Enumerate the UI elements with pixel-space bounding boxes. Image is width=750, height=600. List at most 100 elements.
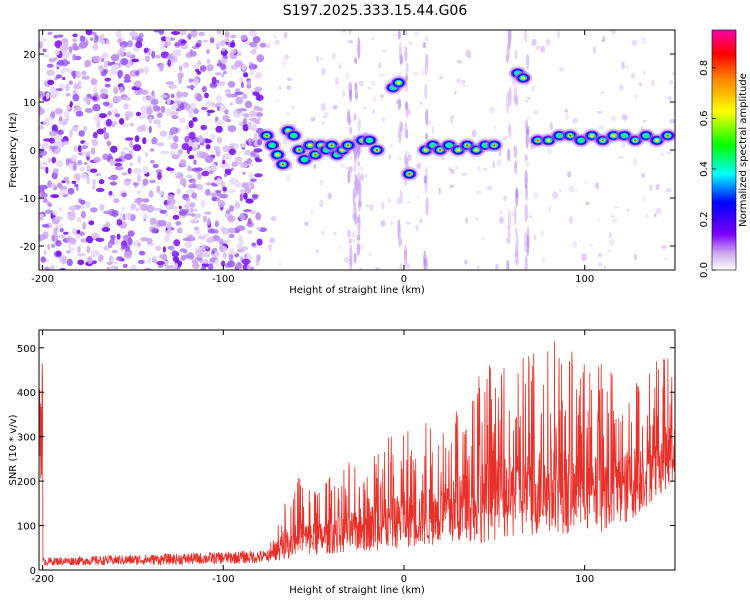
snr-x-ticks: -200 -100 0 100 — [31, 330, 594, 585]
noise-blob — [239, 143, 247, 148]
streak-blob — [352, 187, 356, 207]
noise-blob — [80, 173, 88, 180]
noise-blob — [221, 227, 230, 235]
noise-blob — [172, 250, 177, 254]
faint-blob — [477, 165, 480, 172]
noise-blob — [221, 48, 226, 52]
noise-blob — [224, 31, 230, 38]
ridge-blob — [611, 134, 616, 138]
noise-blob — [39, 107, 45, 115]
streak-blob — [404, 46, 408, 63]
noise-blob — [82, 96, 91, 102]
faint-blob — [398, 156, 402, 161]
faint-blob — [440, 156, 445, 161]
faint-blob — [460, 79, 466, 84]
faint-blob — [610, 30, 617, 35]
faint-blob — [545, 38, 551, 47]
noise-blob — [230, 48, 237, 54]
noise-blob — [216, 79, 220, 84]
noise-blob — [129, 140, 134, 148]
noise-blob — [98, 179, 105, 185]
streak-blob — [524, 203, 528, 223]
noise-blob — [228, 148, 237, 155]
noise-blob — [204, 211, 212, 215]
noise-blob — [87, 150, 91, 157]
faint-blob — [633, 253, 637, 261]
streak-blob — [347, 109, 351, 124]
noise-blob — [149, 148, 155, 152]
noise-blob — [170, 142, 179, 150]
noise-blob — [186, 174, 193, 178]
noise-blob — [183, 103, 191, 110]
noise-blob — [193, 141, 199, 150]
noise-blob — [95, 249, 100, 256]
streak-blob — [515, 249, 519, 258]
noise-blob — [92, 178, 96, 186]
noise-blob — [124, 213, 130, 220]
faint-blob — [475, 190, 482, 195]
noise-blob — [131, 36, 137, 41]
faint-blob — [640, 36, 647, 44]
faint-blob — [632, 158, 638, 166]
noise-blob — [68, 205, 77, 211]
faint-blob — [388, 143, 393, 149]
streak-blob — [357, 213, 361, 236]
noise-blob — [190, 102, 196, 109]
noise-blob — [77, 145, 82, 153]
streak-blob — [349, 88, 353, 103]
noise-blob — [69, 210, 76, 218]
ridge-blob — [314, 153, 317, 156]
noise-blob — [39, 184, 48, 190]
x-tick-label: -100 — [212, 574, 235, 585]
noise-blob — [72, 71, 76, 80]
noise-blob — [73, 82, 80, 90]
spectrogram-y-ticks: -20 -10 0 10 20 — [20, 50, 675, 253]
noise-blob — [222, 239, 232, 244]
noise-blob — [177, 149, 183, 156]
noise-blob — [79, 166, 86, 172]
y-tick-label: 0 — [30, 566, 36, 577]
noise-blob — [228, 177, 238, 185]
noise-blob — [249, 210, 256, 215]
noise-blob — [135, 41, 143, 49]
snr-series-line — [39, 341, 675, 567]
noise-blob — [71, 180, 77, 184]
noise-blob — [59, 255, 68, 264]
faint-blob — [338, 246, 342, 249]
noise-blob — [172, 50, 180, 58]
noise-blob — [84, 108, 93, 113]
faint-blob — [564, 109, 569, 113]
faint-blob — [378, 73, 385, 78]
noise-blob — [255, 112, 264, 117]
noise-blob — [98, 254, 104, 262]
streak-blob — [508, 126, 512, 139]
noise-blob — [174, 262, 178, 268]
noise-blob — [227, 81, 236, 88]
streak-blob — [424, 257, 428, 270]
noise-blob — [259, 42, 267, 48]
noise-blob — [90, 78, 98, 85]
faint-blob — [290, 106, 296, 109]
noise-blob — [149, 217, 157, 226]
noise-blob — [42, 231, 49, 240]
noise-blob — [101, 227, 111, 232]
noise-blob — [238, 235, 243, 243]
faint-blob — [638, 82, 642, 87]
noise-blob — [91, 32, 97, 36]
noise-blob — [98, 65, 104, 72]
faint-blob — [278, 259, 282, 267]
streak-blob — [526, 53, 530, 70]
faint-blob — [321, 121, 326, 125]
noise-blob — [182, 237, 191, 241]
noise-blob — [219, 40, 226, 47]
noise-blob — [81, 75, 90, 80]
noise-blob — [222, 159, 226, 165]
noise-blob — [68, 80, 74, 85]
noise-blob — [63, 118, 68, 124]
noise-blob — [137, 155, 141, 164]
noise-blob — [229, 205, 235, 212]
noise-blob — [148, 190, 154, 198]
noise-blob — [176, 91, 183, 99]
ridge-blob — [269, 143, 275, 148]
faint-blob — [475, 217, 479, 222]
